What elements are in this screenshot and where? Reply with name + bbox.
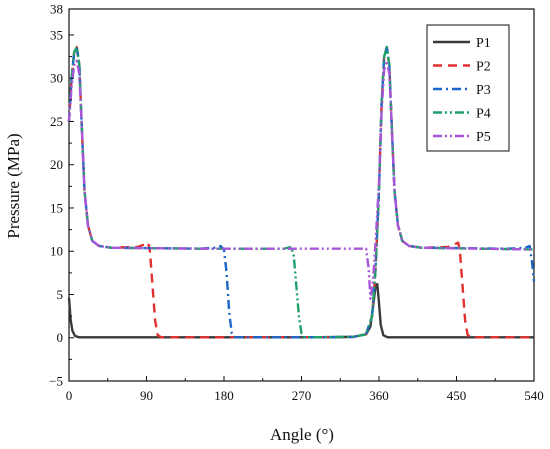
x-tick-label: 450: [447, 388, 467, 403]
y-tick-label: 20: [50, 157, 63, 172]
x-tick-label: 0: [66, 388, 73, 403]
x-tick-label: 90: [140, 388, 153, 403]
y-tick-label: 15: [50, 200, 63, 215]
y-tick-label: 25: [50, 114, 63, 129]
series-line-p5: [67, 59, 535, 301]
y-tick-label: 5: [57, 287, 64, 302]
legend: P1 P2 P3 P4 P5: [426, 24, 510, 152]
x-tick-label: 180: [214, 388, 234, 403]
legend-label-p4: P4: [476, 107, 491, 122]
legend-label-p5: P5: [476, 130, 491, 145]
y-tick-label: 35: [50, 27, 63, 42]
y-tick-label: 10: [50, 244, 63, 259]
y-tick-label: 30: [50, 71, 63, 86]
series-line-p3: [67, 45, 536, 339]
x-tick-label: 540: [524, 388, 544, 403]
legend-label-p3: P3: [476, 83, 491, 98]
x-axis-label: Angle (°): [270, 425, 334, 444]
y-axis-label: Pressure (MPa): [4, 133, 23, 238]
y-tick-label: 38: [50, 2, 63, 17]
y-tick-label: −5: [49, 374, 63, 389]
legend-label-p2: P2: [476, 60, 491, 75]
legend-label-p1: P1: [476, 36, 491, 51]
x-tick-label: 360: [369, 388, 389, 403]
y-tick-label: 0: [57, 330, 64, 345]
x-tick-label: 270: [292, 388, 312, 403]
